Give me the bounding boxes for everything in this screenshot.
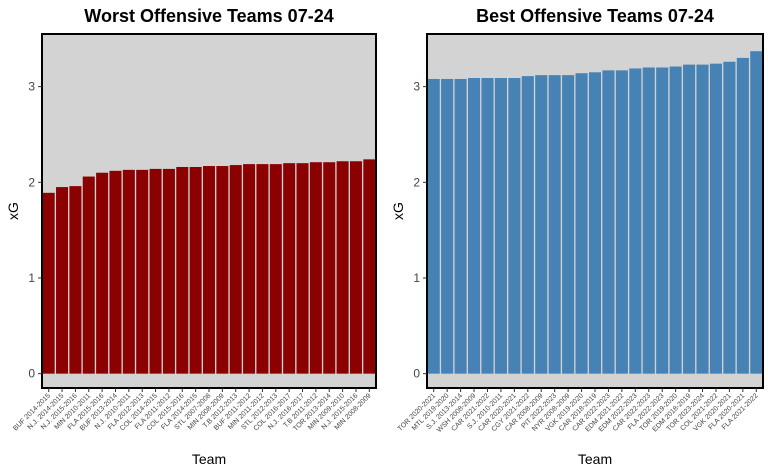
bar: [229, 165, 242, 374]
bar: [427, 78, 440, 374]
bar: [669, 66, 682, 374]
bar: [481, 78, 494, 374]
bar: [642, 67, 655, 374]
y-tick-label: 0: [413, 367, 420, 381]
bar: [202, 166, 216, 374]
bar: [467, 78, 481, 374]
bar: [629, 68, 642, 374]
y-tick-label: 3: [28, 80, 35, 94]
bar: [736, 57, 749, 374]
bar: [441, 78, 454, 374]
bar: [216, 166, 229, 374]
x-axis-title: Team: [578, 451, 612, 467]
bar: [162, 168, 175, 374]
bar: [296, 163, 309, 374]
bar: [323, 162, 336, 374]
bar: [494, 78, 507, 374]
y-tick-label: 1: [413, 271, 420, 285]
y-axis-title: xG: [5, 202, 21, 220]
bar: [136, 169, 149, 374]
bar: [189, 166, 202, 374]
bar: [709, 63, 723, 374]
bar: [683, 64, 696, 374]
y-axis-title: xG: [390, 202, 406, 220]
bar: [508, 78, 521, 374]
bar: [454, 78, 467, 374]
bar: [548, 75, 561, 374]
bar: [56, 187, 69, 374]
bar: [696, 64, 709, 374]
chart-title: Worst Offensive Teams 07-24: [84, 6, 333, 26]
y-tick-label: 1: [28, 271, 35, 285]
y-tick-label: 0: [28, 367, 35, 381]
bar: [588, 72, 602, 374]
bar: [82, 176, 95, 374]
bar: [750, 51, 763, 374]
bar: [109, 170, 122, 374]
bar: [176, 166, 189, 374]
y-tick-label: 3: [413, 80, 420, 94]
bar: [283, 163, 296, 374]
y-tick-label: 2: [413, 175, 420, 189]
bar: [602, 70, 615, 374]
bar: [149, 168, 162, 374]
bar: [349, 161, 362, 374]
chart-title: Best Offensive Teams 07-24: [476, 6, 714, 26]
bar: [535, 75, 548, 374]
bar: [256, 164, 269, 374]
bar: [363, 159, 376, 374]
bar: [615, 70, 628, 374]
bar: [42, 192, 55, 374]
y-tick-label: 2: [28, 175, 35, 189]
bar: [269, 164, 282, 374]
bar: [309, 162, 322, 374]
bar: [562, 75, 575, 374]
bar: [243, 164, 256, 374]
bar: [69, 186, 82, 374]
bar: [336, 161, 349, 374]
bar: [96, 172, 109, 374]
x-axis-title: Team: [192, 451, 226, 467]
bar: [521, 76, 534, 374]
bar: [575, 73, 588, 374]
bar: [656, 67, 669, 374]
bar: [723, 61, 736, 374]
bar: [122, 169, 135, 374]
